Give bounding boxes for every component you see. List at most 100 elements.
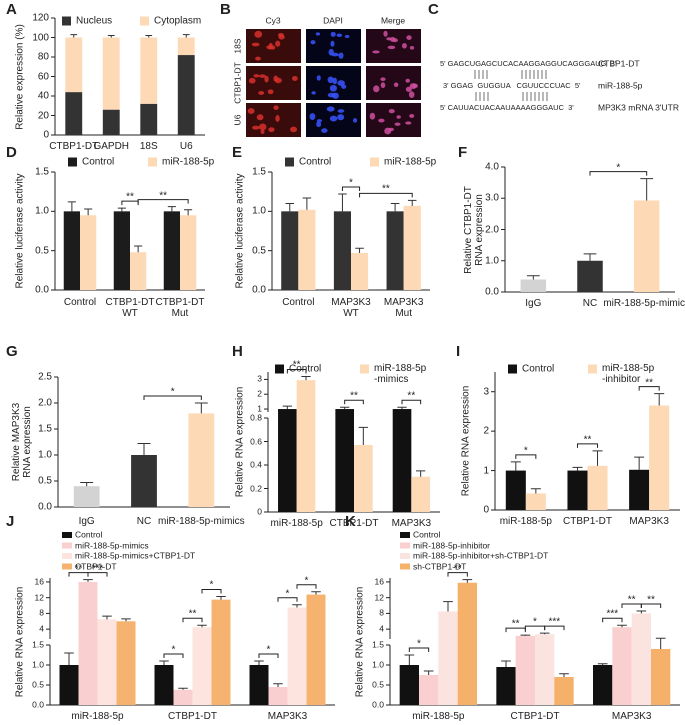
bar — [649, 405, 670, 510]
y-axis-label: Relative CTBP1-DT RNA expression — [463, 185, 485, 274]
cell — [393, 82, 399, 88]
y-tick-label: 0.0 — [35, 284, 49, 296]
error-bar — [358, 426, 368, 446]
cell — [409, 113, 415, 118]
cell — [251, 42, 260, 47]
error-bar — [510, 461, 521, 471]
x-tick-label: miR-188-5p-mimics — [157, 516, 245, 527]
error-bar — [397, 406, 407, 410]
bar — [180, 215, 197, 290]
legend-label: Control — [82, 156, 115, 168]
error-bar — [501, 660, 511, 667]
x-tick-label: CTBP1-DT — [168, 711, 217, 722]
legend-label: miR-188-5p-mimics — [75, 539, 149, 550]
error-bar — [282, 405, 293, 410]
legend-label: Control — [522, 363, 555, 375]
y-tick-label: 12 — [374, 592, 384, 602]
y-tick-label: 4 — [39, 623, 44, 634]
panel-letter: E — [232, 143, 243, 161]
cell — [372, 50, 380, 54]
significance-bracket — [143, 395, 202, 400]
cell — [266, 45, 274, 50]
bar — [392, 409, 412, 512]
error-bar — [390, 202, 400, 212]
y-tick-label: 0.4 — [250, 459, 262, 470]
bar — [154, 665, 174, 705]
error-bar — [117, 207, 126, 212]
y-tick-label: 0.2 — [250, 482, 262, 493]
bar — [496, 667, 516, 705]
legend-swatch — [68, 157, 77, 167]
bar — [63, 211, 80, 290]
y-axis-label: Relative RNA expression — [14, 586, 26, 697]
x-tick-label: GAPDH — [93, 141, 130, 152]
error-bar — [415, 470, 426, 477]
cell — [328, 48, 334, 56]
significance-label: *** — [91, 563, 104, 575]
bar-segment — [140, 103, 158, 135]
error-bar — [592, 450, 603, 466]
significance-bracket — [341, 186, 361, 192]
legend-label: Nucleus — [76, 15, 113, 27]
error-bar — [194, 402, 208, 414]
cell — [405, 121, 412, 125]
legend-swatch — [62, 16, 71, 26]
bar — [419, 675, 439, 705]
significance-bracket — [544, 625, 565, 631]
x-tick-label: Control — [282, 297, 315, 308]
x-tick-label: MAP3K3 Mut — [383, 297, 424, 319]
legend-swatch — [62, 553, 72, 559]
cell — [401, 43, 407, 49]
significance-label: * — [266, 644, 271, 656]
cell — [344, 35, 350, 39]
legend-label: miR-188-5p — [384, 156, 437, 168]
error-bar — [67, 201, 76, 212]
y-tick-label: 2 — [483, 425, 489, 437]
legend-swatch — [400, 563, 410, 570]
cell — [258, 91, 265, 95]
y-tick-label: 2.0 — [38, 397, 52, 409]
legend-label: miR-188-5p -inhibitor — [602, 363, 655, 385]
cell — [330, 40, 335, 47]
x-tick-label: miR-188-5p-mimics — [603, 298, 685, 309]
bar — [278, 409, 297, 512]
bar — [631, 613, 651, 705]
cell — [273, 105, 279, 110]
y-tick-label: 1.0 — [32, 659, 44, 670]
x-tick-label: MAP3K3 — [611, 711, 652, 722]
x-tick-label: MAP3K3 — [267, 711, 308, 722]
significance-bracket — [401, 399, 422, 405]
legend-label: Control — [75, 529, 103, 540]
panel-letter: A — [6, 0, 17, 18]
y-tick-label: 0.0 — [485, 286, 499, 298]
error-bar — [84, 208, 93, 216]
error-bar — [285, 202, 295, 212]
significance-bracket — [408, 647, 430, 652]
significance-bracket — [638, 386, 660, 391]
bar — [116, 621, 136, 705]
cell — [394, 122, 401, 126]
legend-swatch — [370, 157, 379, 167]
significance-label: * — [533, 616, 537, 628]
error-bar — [178, 687, 188, 690]
legend-swatch — [62, 542, 72, 549]
cell — [380, 77, 386, 81]
error-bar — [617, 624, 627, 628]
bar — [97, 619, 117, 705]
y-tick-label: 0.6 — [250, 435, 262, 446]
bar — [192, 627, 212, 705]
significance-label: ** — [74, 563, 83, 575]
cell — [275, 114, 280, 122]
legend-swatch — [588, 364, 597, 374]
y-tick-label: 1 — [257, 403, 262, 414]
significance-label: *** — [548, 616, 561, 628]
y-tick-label: 4 — [379, 623, 384, 634]
cell — [336, 33, 343, 37]
error-bar — [197, 624, 207, 628]
micrograph — [246, 66, 301, 100]
y-axis-label: Relative luciferase activity — [14, 173, 26, 289]
panel-letter: D — [6, 143, 17, 161]
y-tick-label: 0.5 — [372, 679, 384, 690]
cell — [388, 108, 395, 114]
